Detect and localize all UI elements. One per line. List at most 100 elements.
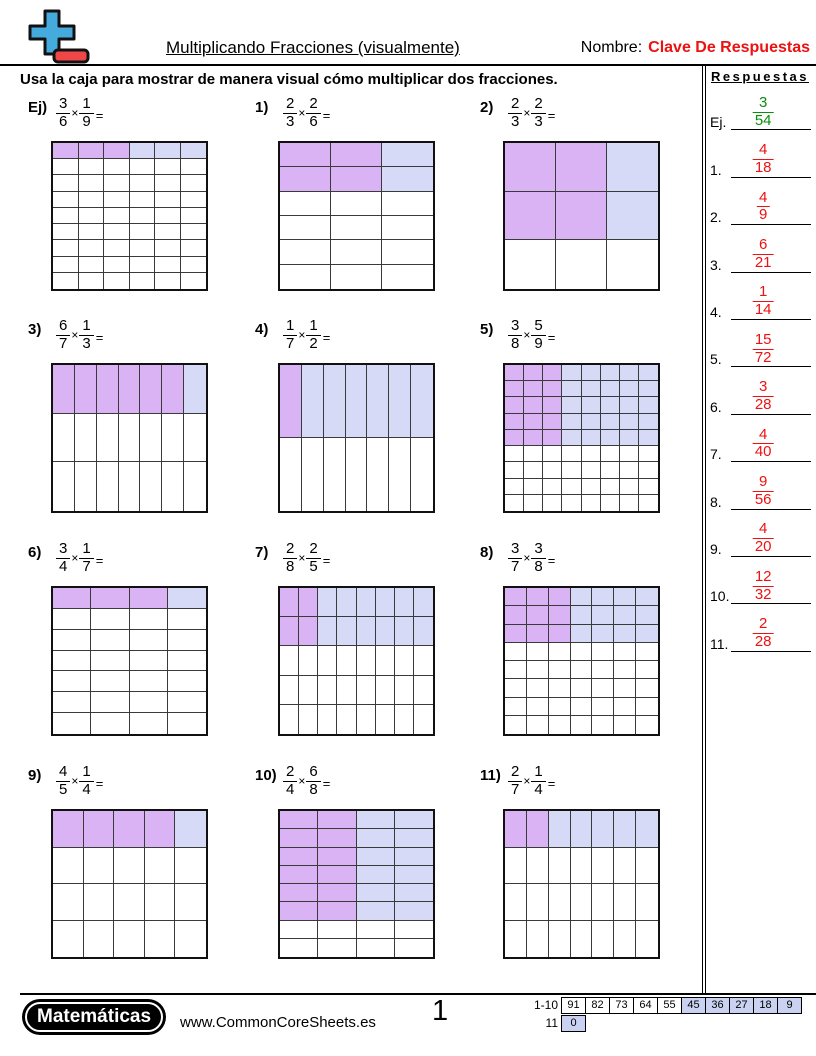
grid-cell xyxy=(619,381,639,398)
grid-cell xyxy=(78,175,104,192)
grid-cell xyxy=(155,175,181,192)
answer-item: 4. 1 14 xyxy=(706,276,816,323)
fraction-expression: 3 8 × 5 9 = xyxy=(508,317,555,353)
grid-cell xyxy=(524,365,544,382)
grid-cell xyxy=(638,365,658,382)
grid-cell xyxy=(53,191,79,208)
grid-cell xyxy=(74,365,97,414)
answer-fraction: 2 28 xyxy=(752,615,774,651)
grid-cell xyxy=(119,462,141,511)
grid-cell xyxy=(505,715,527,734)
equals-symbol: = xyxy=(322,329,331,345)
grid-cell xyxy=(180,192,206,208)
grid-cell xyxy=(600,446,620,463)
score-cell: 18 xyxy=(753,996,778,1014)
fraction-grid xyxy=(503,809,660,959)
grid-cell xyxy=(53,240,79,257)
website-url: www.CommonCoreSheets.es xyxy=(180,1014,376,1031)
fraction-grid xyxy=(51,586,208,736)
grid-cell xyxy=(83,884,115,921)
grid-cell xyxy=(280,617,300,647)
grid-cell xyxy=(155,159,181,176)
fraction-2-numerator: 1 xyxy=(82,763,91,780)
answer-blank-line xyxy=(731,461,811,463)
grid-cell xyxy=(389,438,412,511)
grid-cell xyxy=(600,429,620,447)
fraction-expression: 2 3 × 2 3 = xyxy=(508,95,555,131)
grid-cell xyxy=(375,588,395,618)
fraction-grid xyxy=(503,586,660,736)
grid-cell xyxy=(318,646,338,676)
fraction-1-denominator: 8 xyxy=(283,557,298,576)
grid-cell xyxy=(323,365,346,438)
grid-cell xyxy=(570,884,593,921)
grid-cell xyxy=(548,661,571,680)
fraction-2-denominator: 2 xyxy=(306,334,321,353)
fraction-2-denominator: 9 xyxy=(79,112,94,131)
grid-cell xyxy=(600,413,620,430)
grid-cell xyxy=(524,397,544,414)
fraction-1: 2 3 xyxy=(283,95,298,131)
grid-cell xyxy=(543,365,563,382)
grid-cell xyxy=(562,462,582,479)
grid-cell xyxy=(53,207,79,225)
grid-cell xyxy=(118,365,141,414)
grid-cell xyxy=(155,207,181,225)
grid-cell xyxy=(543,397,563,414)
answer-item: 3. 6 21 xyxy=(706,228,816,275)
answer-denominator: 20 xyxy=(752,538,774,556)
grid-cell xyxy=(524,494,544,511)
fraction-1-numerator: 2 xyxy=(286,763,295,780)
answer-label: 11. xyxy=(710,635,729,652)
answer-label: 6. xyxy=(710,398,722,415)
grid-cell xyxy=(280,216,331,241)
grid-cell xyxy=(346,438,368,511)
problem-block: 2) 2 3 × 2 3 = xyxy=(472,95,690,291)
grid-cell xyxy=(636,588,658,607)
fraction-grid xyxy=(503,141,660,291)
fraction-2-numerator: 1 xyxy=(309,317,318,334)
grid-cell xyxy=(155,191,181,208)
answer-label: 8. xyxy=(710,493,722,510)
grid-cell xyxy=(548,642,571,661)
grid-cell xyxy=(318,884,357,903)
fraction-1: 3 7 xyxy=(508,540,523,576)
grid-cell xyxy=(280,811,319,830)
grid-cell xyxy=(505,429,525,447)
fraction-1: 2 8 xyxy=(283,540,298,576)
grid-cell xyxy=(280,847,319,866)
multiply-symbol: × xyxy=(523,774,531,789)
grid-cell xyxy=(167,692,206,714)
grid-cell xyxy=(280,365,302,438)
fraction-2-denominator: 6 xyxy=(306,112,321,131)
answer-denominator: 56 xyxy=(752,490,774,508)
answer-numerator: 12 xyxy=(754,567,772,585)
grid-cell xyxy=(140,462,163,511)
score-row: 11 0 xyxy=(522,1014,802,1032)
grid-cell xyxy=(140,365,163,414)
answer-denominator: 72 xyxy=(752,348,774,366)
fraction-2-numerator: 2 xyxy=(309,95,318,112)
problem-header: 11) 2 7 × 1 4 = xyxy=(472,763,690,804)
grid-cell xyxy=(592,642,615,661)
grid-cell xyxy=(543,462,563,479)
fraction-expression: 2 8 × 2 5 = xyxy=(283,540,330,576)
grid-cell xyxy=(104,175,130,192)
page-number: 1 xyxy=(432,995,449,1027)
grid-cell xyxy=(129,588,168,609)
grid-cell xyxy=(570,588,593,607)
answer-label: 10. xyxy=(710,588,730,605)
grid-cell xyxy=(526,588,549,607)
problem-block: 10) 2 4 × 6 8 = xyxy=(247,763,465,959)
grid-cell xyxy=(184,414,206,463)
fraction-2: 2 3 xyxy=(531,95,546,131)
answer-blank-line xyxy=(731,413,811,415)
grid-cell xyxy=(104,207,130,225)
equals-symbol: = xyxy=(95,552,104,568)
answer-denominator: 9 xyxy=(757,206,770,224)
grid-cell xyxy=(104,143,130,160)
fraction-2-numerator: 1 xyxy=(534,763,543,780)
grid-cell xyxy=(411,438,433,511)
grid-cell xyxy=(53,224,79,241)
